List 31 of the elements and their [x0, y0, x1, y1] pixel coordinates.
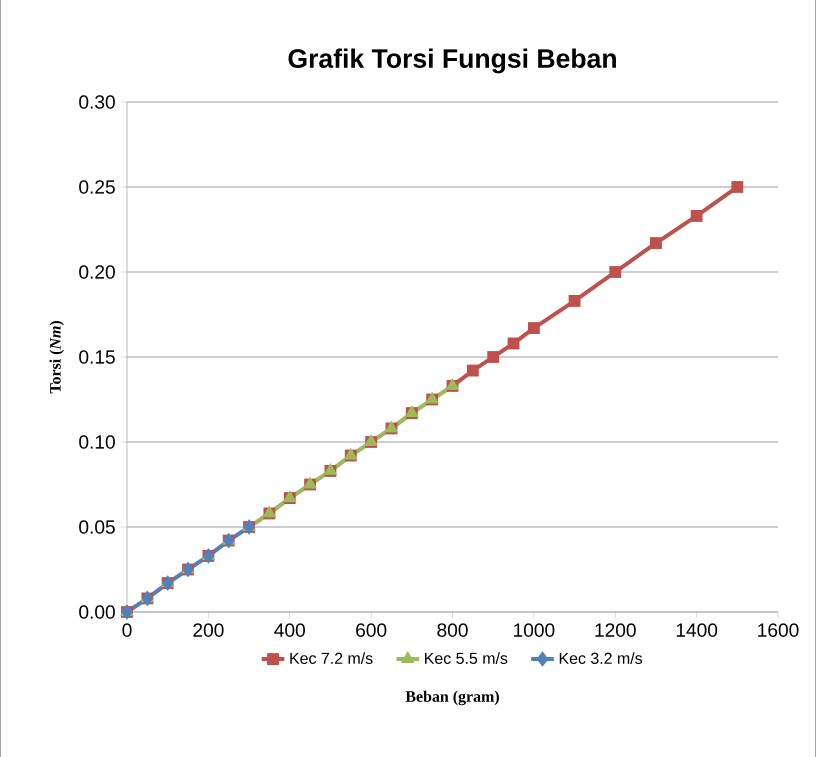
x-tick-label: 400 [274, 623, 305, 637]
x-tick-label: 0 [122, 623, 132, 637]
y-tick-label: 0.30 [79, 95, 115, 109]
point [650, 237, 662, 250]
y-axis-title: Torsi (Nm) [50, 321, 64, 394]
point [487, 351, 500, 363]
point [568, 294, 581, 307]
y-tick-label: 0.10 [79, 435, 115, 449]
point [528, 322, 540, 334]
legend-label: Kec 3.2 m/s [560, 652, 642, 664]
point [731, 181, 744, 193]
y-tick-label: 0.20 [79, 265, 115, 279]
x-axis-title: Beban (gram) [406, 690, 499, 706]
x-tick-label: 800 [437, 623, 468, 637]
y-tick-label: 0.00 [79, 605, 115, 619]
x-tick-label: 1000 [514, 623, 554, 637]
point [609, 266, 622, 278]
point [508, 337, 520, 350]
legend-label: Kec 7.2 m/s [290, 652, 373, 664]
y-tick-label: 0.15 [79, 350, 115, 364]
x-tick-label: 1600 [758, 623, 799, 637]
x-tick-label: 1400 [676, 623, 718, 637]
x-tick-label: 600 [356, 623, 386, 637]
point [690, 210, 703, 222]
x-tick-label: 1200 [595, 623, 636, 637]
chart-title: Grafik Torsi Fungsi Beban [288, 48, 616, 74]
y-tick-label: 0.05 [79, 520, 115, 534]
point [466, 364, 479, 377]
legend-label: Kec 5.5 m/s [425, 652, 508, 664]
y-tick-label: 0.25 [79, 180, 115, 194]
x-tick-label: 200 [193, 623, 224, 637]
